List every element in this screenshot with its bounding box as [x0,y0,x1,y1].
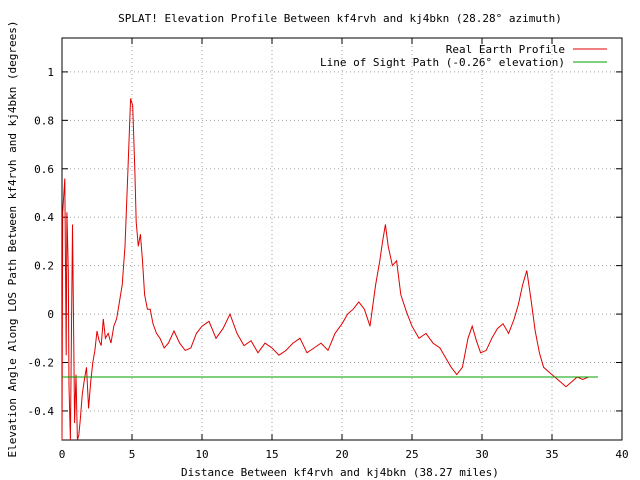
x-tick-label: 10 [195,448,208,461]
y-tick-label: 1 [47,66,54,79]
x-axis-label: Distance Between kf4rvh and kj4bkn (38.2… [181,466,499,479]
x-tick-label: 30 [475,448,488,461]
y-axis-ticks: -0.4 -0.2 0 0.2 0.4 0.6 0.8 1 [28,66,622,418]
y-tick-label: -0.2 [28,357,55,370]
x-tick-label: 40 [615,448,628,461]
y-tick-label: 0.6 [34,163,54,176]
x-tick-label: 35 [545,448,558,461]
y-tick-label: -0.4 [28,405,55,418]
series-line-1 [61,98,598,441]
x-tick-label: 15 [265,448,278,461]
y-tick-label: 0.4 [34,211,54,224]
series-layer [61,98,598,441]
legend-label-2: Line of Sight Path (-0.26° elevation) [320,56,565,69]
y-tick-label: 0.2 [34,260,54,273]
y-axis-label: Elevation Angle Along LOS Path Between k… [6,20,19,457]
x-tick-label: 0 [59,448,66,461]
legend-label-1: Real Earth Profile [446,43,565,56]
y-tick-label: 0 [47,308,54,321]
grid-lines [62,38,622,440]
chart-title: SPLAT! Elevation Profile Between kf4rvh … [118,12,562,25]
x-tick-label: 25 [405,448,418,461]
x-tick-label: 5 [129,448,136,461]
x-axis-ticks: 0 5 10 15 20 25 30 35 40 [59,38,629,461]
y-tick-label: 0.8 [34,114,54,127]
x-tick-label: 20 [335,448,348,461]
